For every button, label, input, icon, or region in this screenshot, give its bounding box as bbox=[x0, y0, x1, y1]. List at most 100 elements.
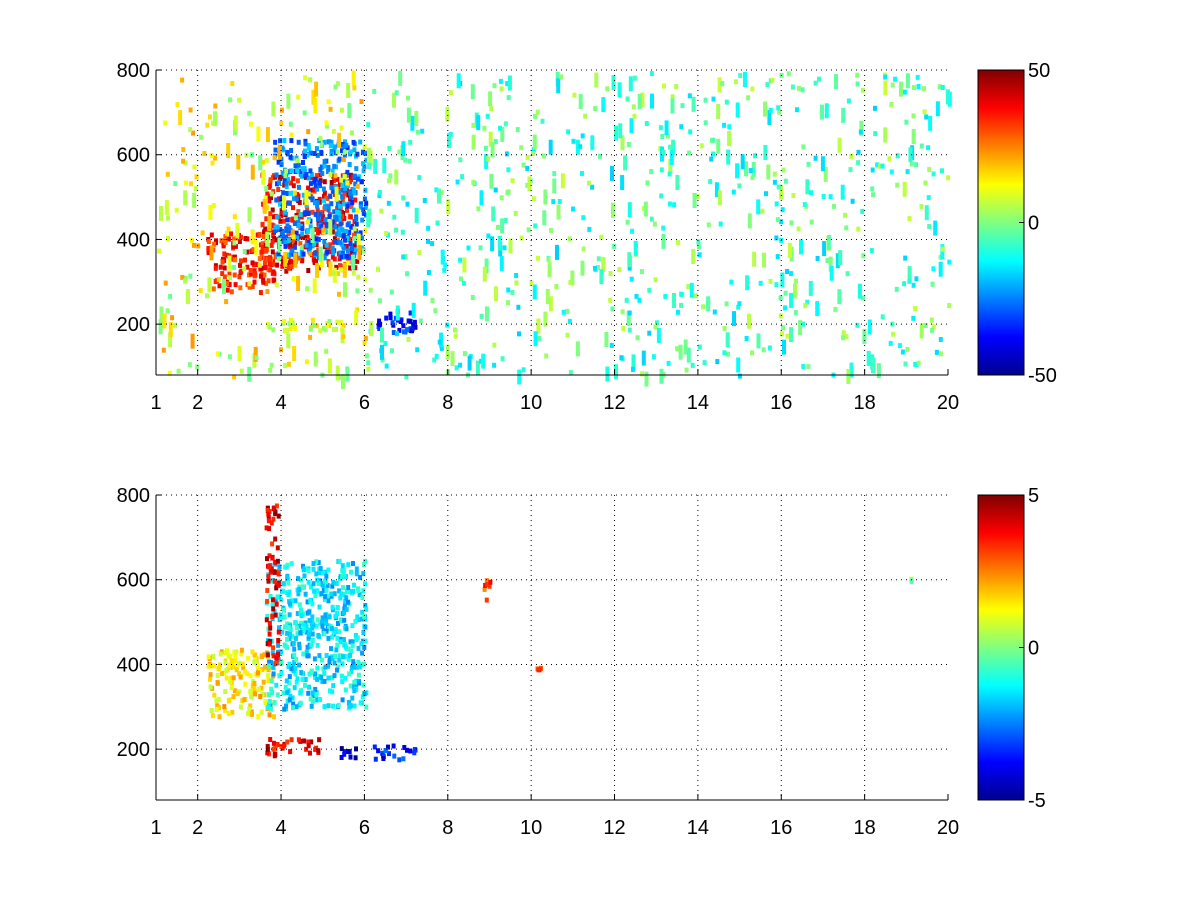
heatmap-cell bbox=[253, 346, 258, 362]
heatmap-cell bbox=[471, 180, 476, 185]
heatmap-cell bbox=[231, 675, 236, 681]
heatmap-cell bbox=[841, 107, 846, 123]
heatmap-cell bbox=[312, 187, 317, 193]
heatmap-cell bbox=[670, 98, 675, 114]
heatmap-cell bbox=[311, 257, 316, 263]
heatmap-cell bbox=[288, 190, 293, 196]
heatmap-cell bbox=[361, 161, 366, 167]
heatmap-cell bbox=[499, 86, 504, 92]
heatmap-cell bbox=[220, 271, 225, 277]
heatmap-cell bbox=[248, 688, 253, 694]
heatmap-cell bbox=[358, 204, 363, 210]
heatmap-cell bbox=[232, 264, 237, 270]
heatmap-cell bbox=[596, 265, 600, 270]
heatmap-cell bbox=[345, 203, 350, 209]
heatmap-cell bbox=[486, 156, 491, 162]
heatmap-cell bbox=[540, 118, 545, 124]
heatmap-cell bbox=[304, 202, 309, 208]
heatmap-cell bbox=[271, 232, 276, 238]
heatmap-cell bbox=[357, 664, 362, 670]
heatmap-cell bbox=[873, 131, 878, 137]
heatmap-cell bbox=[231, 244, 236, 249]
heatmap-cell bbox=[332, 239, 337, 245]
heatmap-cell bbox=[340, 210, 344, 216]
heatmap-cell bbox=[337, 189, 342, 195]
colorbar-tick-label: -5 bbox=[1028, 790, 1046, 812]
heatmap-cell bbox=[304, 242, 309, 248]
heatmap-cell bbox=[383, 341, 388, 347]
heatmap-cell bbox=[277, 180, 282, 186]
heatmap-cell bbox=[361, 588, 366, 594]
heatmap-cell bbox=[388, 315, 393, 321]
heatmap-cell bbox=[617, 267, 622, 273]
heatmap-cell bbox=[226, 711, 231, 717]
heatmap-cell bbox=[306, 240, 311, 246]
heatmap-cell bbox=[583, 113, 588, 119]
heatmap-cell bbox=[390, 320, 395, 326]
heatmap-cell bbox=[295, 631, 300, 637]
heatmap-cell bbox=[426, 225, 431, 231]
heatmap-cell bbox=[347, 162, 352, 167]
heatmap-cell bbox=[307, 671, 312, 677]
heatmap-cell bbox=[268, 267, 273, 273]
heatmap-cell bbox=[783, 290, 788, 296]
heatmap-cell bbox=[357, 592, 362, 597]
heatmap-cell bbox=[159, 205, 163, 221]
heatmap-cell bbox=[275, 558, 280, 564]
heatmap-cell bbox=[232, 649, 237, 655]
heatmap-cell bbox=[265, 743, 270, 749]
heatmap-cell bbox=[250, 649, 255, 655]
heatmap-cell bbox=[808, 280, 813, 296]
heatmap-cell bbox=[264, 158, 269, 164]
heatmap-cell bbox=[471, 122, 476, 128]
heatmap-cell bbox=[380, 357, 385, 363]
heatmap-cell bbox=[343, 186, 348, 192]
heatmap-cell bbox=[300, 166, 305, 172]
heatmap-cell bbox=[517, 369, 522, 385]
heatmap-cell bbox=[279, 597, 284, 603]
heatmap-cell bbox=[711, 151, 716, 157]
heatmap-cell bbox=[310, 619, 315, 625]
heatmap-cell bbox=[308, 598, 313, 604]
heatmap-cell bbox=[614, 125, 618, 141]
heatmap-cell bbox=[165, 215, 170, 221]
heatmap-cell bbox=[268, 367, 273, 373]
heatmap-cell bbox=[274, 172, 279, 178]
heatmap-cell bbox=[593, 265, 597, 271]
heatmap-cell bbox=[359, 641, 364, 647]
heatmap-cell bbox=[467, 355, 472, 371]
heatmap-cell bbox=[217, 283, 222, 289]
heatmap-cell bbox=[899, 81, 903, 97]
heatmap-cell bbox=[362, 164, 367, 170]
heatmap-cell bbox=[364, 353, 369, 359]
heatmap-cell bbox=[317, 604, 322, 610]
heatmap-cell bbox=[801, 363, 806, 369]
heatmap-cell bbox=[282, 614, 287, 620]
heatmap-cell bbox=[620, 309, 625, 315]
heatmap-cell bbox=[760, 208, 765, 214]
heatmap-cell bbox=[217, 714, 222, 720]
heatmap-cell bbox=[337, 156, 342, 162]
heatmap-cell bbox=[315, 676, 320, 682]
heatmap-cell bbox=[471, 134, 476, 150]
heatmap-cell bbox=[548, 139, 553, 155]
heatmap-cell bbox=[856, 149, 861, 155]
heatmap-cell bbox=[247, 284, 252, 290]
heatmap-cell bbox=[929, 317, 934, 323]
heatmap-cell bbox=[269, 362, 274, 368]
heatmap-cell bbox=[350, 639, 355, 645]
heatmap-cell bbox=[288, 242, 293, 248]
heatmap-cell bbox=[324, 195, 329, 201]
heatmap-cell bbox=[288, 154, 293, 160]
heatmap-cell bbox=[856, 160, 861, 166]
heatmap-cell bbox=[926, 145, 931, 151]
heatmap-cell bbox=[351, 659, 356, 665]
heatmap-cell bbox=[266, 574, 271, 580]
heatmap-cell bbox=[339, 254, 344, 260]
heatmap-cell bbox=[289, 561, 294, 567]
heatmap-cell bbox=[388, 173, 393, 179]
heatmap-cell bbox=[618, 123, 623, 139]
heatmap-cell bbox=[552, 171, 557, 177]
heatmap-cell bbox=[324, 628, 329, 634]
heatmap-cell bbox=[351, 661, 356, 667]
